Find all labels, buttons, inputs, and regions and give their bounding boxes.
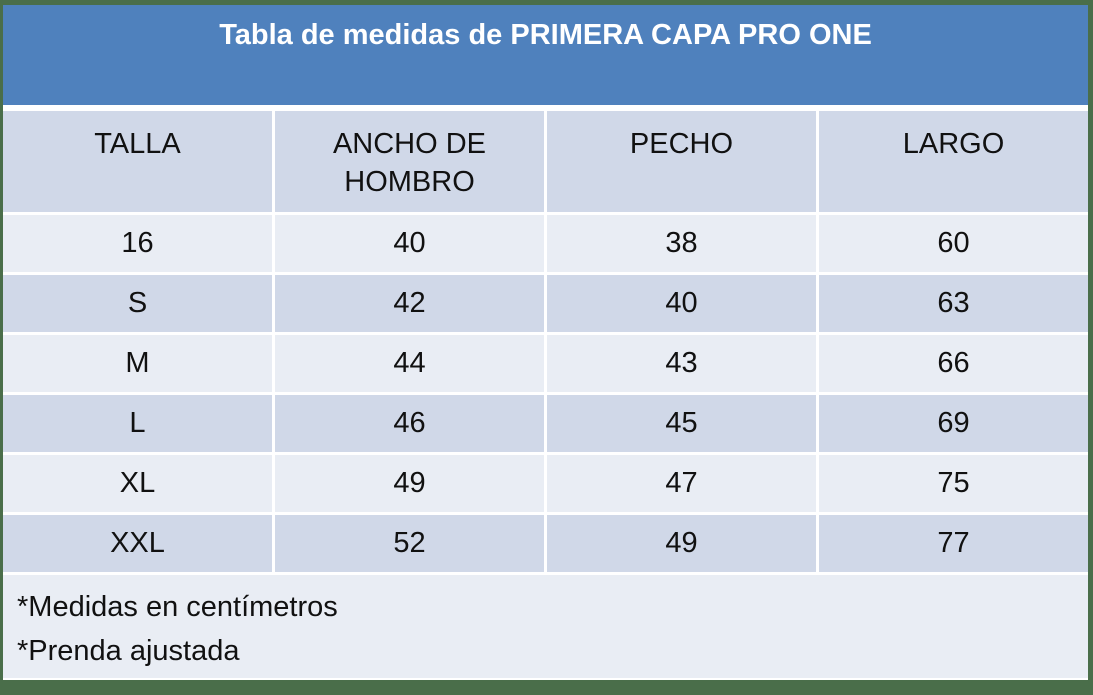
table-row: XXL 52 49 77 — [3, 515, 1088, 572]
cell-pecho: 43 — [547, 335, 816, 392]
cell-largo: 63 — [819, 275, 1088, 332]
table-row: 16 40 38 60 — [3, 215, 1088, 272]
note-units: *Medidas en centímetros — [17, 591, 338, 623]
table-row: XL 49 47 75 — [3, 455, 1088, 512]
cell-largo: 66 — [819, 335, 1088, 392]
header-pecho: PECHO — [547, 111, 816, 212]
cell-ancho-hombro: 49 — [275, 455, 544, 512]
header-ancho-hombro-line2: HOMBRO — [344, 166, 475, 198]
cell-largo: 69 — [819, 395, 1088, 452]
header-talla: TALLA — [3, 111, 272, 212]
cell-ancho-hombro: 42 — [275, 275, 544, 332]
cell-talla: XXL — [3, 515, 272, 572]
cell-pecho: 47 — [547, 455, 816, 512]
cell-largo: 77 — [819, 515, 1088, 572]
header-ancho-hombro-line1: ANCHO DE — [332, 128, 487, 160]
note-fit: *Prenda ajustada — [17, 635, 240, 667]
cell-largo: 75 — [819, 455, 1088, 512]
table-row: M 44 43 66 — [3, 335, 1088, 392]
cell-ancho-hombro: 46 — [275, 395, 544, 452]
table-title: Tabla de medidas de PRIMERA CAPA PRO ONE — [3, 5, 1088, 105]
cell-talla: L — [3, 395, 272, 452]
header-ancho-hombro: ANCHO DE HOMBRO — [275, 111, 544, 212]
table-row: L 46 45 69 — [3, 395, 1088, 452]
header-row: TALLA ANCHO DE HOMBRO PECHO LARGO — [3, 111, 1088, 212]
cell-talla: M — [3, 335, 272, 392]
cell-talla: 16 — [3, 215, 272, 272]
cell-largo: 60 — [819, 215, 1088, 272]
cell-talla: XL — [3, 455, 272, 512]
cell-pecho: 49 — [547, 515, 816, 572]
header-largo: LARGO — [819, 111, 1088, 212]
header-pecho-label: PECHO — [629, 128, 734, 160]
cell-pecho: 45 — [547, 395, 816, 452]
table-row: S 42 40 63 — [3, 275, 1088, 332]
cell-pecho: 38 — [547, 215, 816, 272]
cell-pecho: 40 — [547, 275, 816, 332]
cell-talla: S — [3, 275, 272, 332]
cell-ancho-hombro: 44 — [275, 335, 544, 392]
header-talla-label: TALLA — [94, 128, 181, 160]
table-notes: *Medidas en centímetros *Prenda ajustada — [3, 575, 1088, 678]
header-largo-label: LARGO — [902, 128, 1005, 160]
cell-ancho-hombro: 40 — [275, 215, 544, 272]
size-chart-table: Tabla de medidas de PRIMERA CAPA PRO ONE… — [3, 5, 1088, 680]
cell-ancho-hombro: 52 — [275, 515, 544, 572]
